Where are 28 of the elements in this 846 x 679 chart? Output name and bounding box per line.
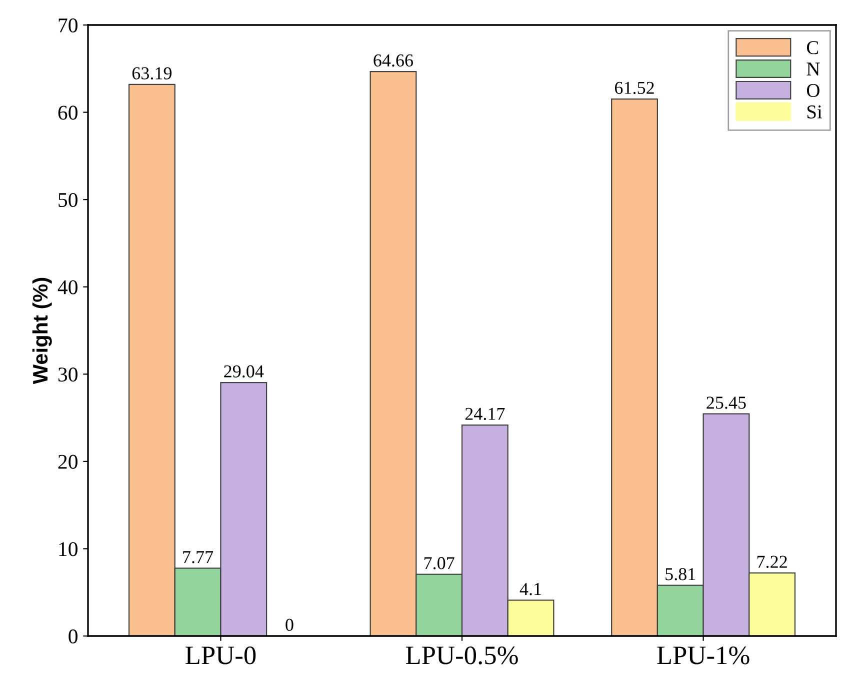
y-tick-label: 0 [68,629,78,644]
y-axis-title: Weight (%) [32,278,52,384]
legend-label: O [806,84,820,98]
data-label: 0 [286,618,294,631]
y-tick-label: 10 [59,542,78,556]
y-tick-label: 70 [58,18,78,32]
data-label: 64.66 [374,54,414,67]
legend-label: Si [807,105,822,119]
legend-label: N [806,62,820,76]
data-label: 29.04 [224,365,264,378]
x-tick-label: LPU-1% [657,646,750,664]
y-tick-label: 30 [58,368,78,382]
data-label: 24.17 [465,408,505,420]
data-label: 25.45 [706,396,746,409]
data-label: 4.1 [520,583,541,596]
data-label: 7.07 [424,557,454,570]
y-tick-label: 60 [58,106,78,120]
legend-label: C [806,41,818,54]
data-label: 63.19 [132,67,172,80]
data-label: 7.22 [757,556,787,568]
x-tick-label: LPU-0.5% [406,646,518,664]
data-label: 7.77 [183,551,214,564]
data-label: 5.81 [666,568,696,580]
x-tick-label: LPU-0 [186,646,256,664]
data-label: 61.52 [614,82,654,94]
y-tick-label: 40 [58,280,78,294]
y-tick-label: 20 [58,454,78,469]
y-tick-label: 50 [58,192,78,208]
